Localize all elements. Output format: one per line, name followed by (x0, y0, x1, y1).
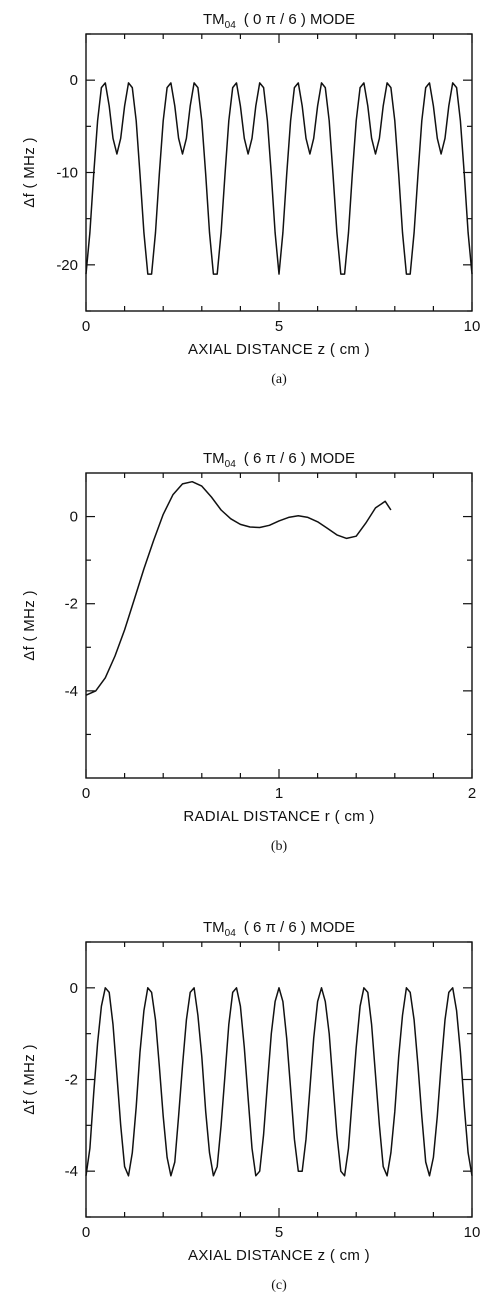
chart-panel-1: TM04 ( 0 π / 6 ) MODE 0 5 10 0 -10 -20 AXIAL DIS… (21, 11, 480, 387)
title-rest: ( 6 π / 6 ) MODE (244, 450, 355, 467)
x-tick-label: 0 (82, 1224, 90, 1241)
x-axis-label: AXIAL DISTANCE z ( cm ) (188, 341, 370, 358)
plot-frame (85, 941, 473, 1218)
x-tick-label: 10 (464, 318, 480, 335)
series-line-1 (85, 480, 392, 696)
x-tick-label: 5 (275, 1224, 283, 1241)
y-tick-label: -2 (65, 1072, 78, 1089)
chart-title: TM04 ( 6 π / 6 ) MODE (203, 450, 355, 470)
title-main: TM (203, 919, 225, 936)
chart-title: TM04 ( 6 π / 6 ) MODE (203, 919, 355, 939)
title-rest: ( 6 π / 6 ) MODE (244, 919, 355, 936)
x-axis-label: RADIAL DISTANCE r ( cm ) (183, 808, 374, 825)
series-line-1 (85, 987, 473, 1177)
y-tick-label: 0 (70, 72, 78, 89)
y-axis-label: Δf ( MHz ) (21, 1044, 38, 1115)
title-subscript: 04 (225, 20, 237, 31)
y-tick-label: -20 (56, 257, 78, 274)
title-main: TM (203, 11, 225, 28)
figure-caption: (a) (271, 372, 287, 387)
chart-title: TM04 ( 0 π / 6 ) MODE (203, 11, 355, 31)
title-rest: ( 0 π / 6 ) MODE (244, 11, 355, 28)
x-tick-label: 10 (464, 1224, 480, 1241)
y-tick-label: 0 (70, 509, 78, 526)
x-axis-label: AXIAL DISTANCE z ( cm ) (188, 1247, 370, 1264)
plot-frame (85, 472, 473, 779)
y-tick-label: -4 (65, 683, 78, 700)
chart-panel-2: TM04 ( 6 π / 6 ) MODE 0 1 2 0 -2 -4 RADIAL DISTA… (21, 450, 476, 854)
chart-panel-3: TM04 ( 6 π / 6 ) MODE 0 5 10 0 -2 -4 AXIAL DISTA… (21, 919, 480, 1293)
x-tick-label: 5 (275, 318, 283, 335)
x-tick-label: 0 (82, 785, 90, 802)
figure-caption: (b) (271, 839, 288, 854)
title-subscript: 04 (225, 928, 237, 939)
y-tick-label: -2 (65, 596, 78, 613)
y-axis-label: Δf ( MHz ) (21, 590, 38, 661)
y-tick-label: -10 (56, 165, 78, 182)
y-tick-label: -4 (65, 1163, 78, 1180)
series-line-1 (85, 82, 473, 275)
x-tick-label: 0 (82, 318, 90, 335)
x-tick-label: 1 (275, 785, 283, 802)
title-main: TM (203, 450, 225, 467)
x-tick-label: 2 (468, 785, 476, 802)
y-axis-label: Δf ( MHz ) (21, 137, 38, 208)
y-tick-label: 0 (70, 980, 78, 997)
title-subscript: 04 (225, 459, 237, 470)
figure-caption: (c) (271, 1278, 287, 1293)
